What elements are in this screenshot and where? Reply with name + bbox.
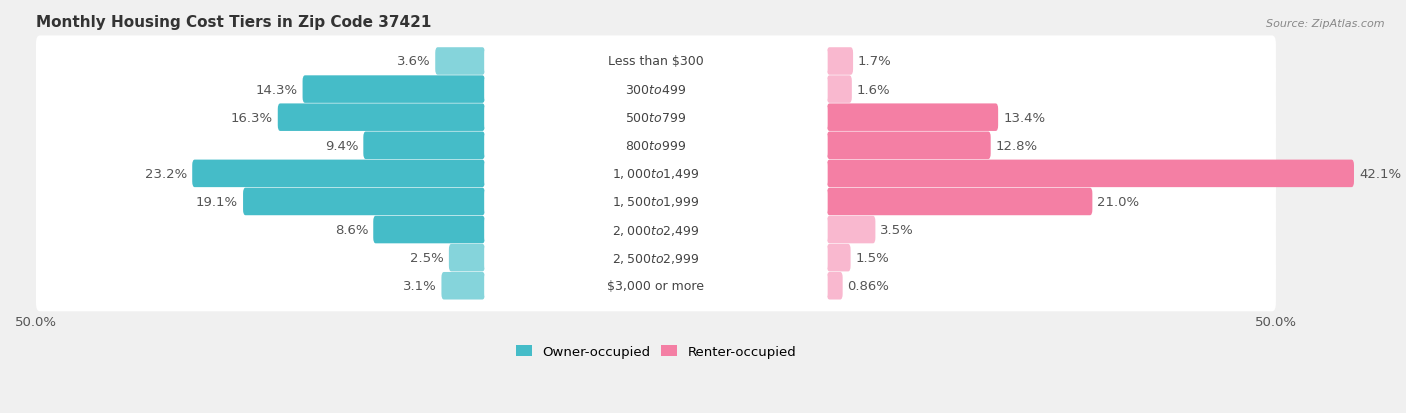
Text: $2,000 to $2,499: $2,000 to $2,499 bbox=[612, 223, 700, 237]
Legend: Owner-occupied, Renter-occupied: Owner-occupied, Renter-occupied bbox=[510, 339, 801, 363]
FancyBboxPatch shape bbox=[37, 233, 1275, 283]
FancyBboxPatch shape bbox=[827, 76, 852, 104]
FancyBboxPatch shape bbox=[827, 272, 842, 300]
FancyBboxPatch shape bbox=[484, 190, 828, 214]
FancyBboxPatch shape bbox=[193, 160, 485, 188]
FancyBboxPatch shape bbox=[484, 246, 828, 270]
FancyBboxPatch shape bbox=[484, 274, 828, 298]
FancyBboxPatch shape bbox=[484, 218, 828, 242]
Text: 9.4%: 9.4% bbox=[325, 140, 359, 152]
Text: $300 to $499: $300 to $499 bbox=[626, 83, 686, 96]
FancyBboxPatch shape bbox=[37, 176, 1275, 228]
FancyBboxPatch shape bbox=[363, 132, 485, 160]
Text: Monthly Housing Cost Tiers in Zip Code 37421: Monthly Housing Cost Tiers in Zip Code 3… bbox=[37, 15, 432, 30]
FancyBboxPatch shape bbox=[373, 216, 485, 244]
FancyBboxPatch shape bbox=[827, 132, 991, 160]
FancyBboxPatch shape bbox=[827, 48, 853, 76]
Text: 16.3%: 16.3% bbox=[231, 112, 273, 124]
Text: 0.86%: 0.86% bbox=[848, 280, 890, 292]
FancyBboxPatch shape bbox=[436, 48, 485, 76]
FancyBboxPatch shape bbox=[37, 148, 1275, 199]
Text: 12.8%: 12.8% bbox=[995, 140, 1038, 152]
FancyBboxPatch shape bbox=[827, 216, 876, 244]
Text: $1,000 to $1,499: $1,000 to $1,499 bbox=[612, 167, 700, 181]
FancyBboxPatch shape bbox=[827, 188, 1092, 216]
Text: $1,500 to $1,999: $1,500 to $1,999 bbox=[612, 195, 700, 209]
Text: 1.7%: 1.7% bbox=[858, 55, 891, 68]
FancyBboxPatch shape bbox=[441, 272, 485, 300]
FancyBboxPatch shape bbox=[827, 244, 851, 272]
Text: 13.4%: 13.4% bbox=[1002, 112, 1045, 124]
FancyBboxPatch shape bbox=[302, 76, 485, 104]
Text: $500 to $799: $500 to $799 bbox=[626, 112, 686, 124]
Text: $800 to $999: $800 to $999 bbox=[626, 140, 686, 152]
FancyBboxPatch shape bbox=[484, 50, 828, 74]
FancyBboxPatch shape bbox=[484, 106, 828, 130]
Text: Source: ZipAtlas.com: Source: ZipAtlas.com bbox=[1267, 19, 1385, 28]
Text: 3.1%: 3.1% bbox=[402, 280, 436, 292]
FancyBboxPatch shape bbox=[827, 160, 1354, 188]
Text: 19.1%: 19.1% bbox=[195, 195, 238, 209]
Text: $3,000 or more: $3,000 or more bbox=[607, 280, 704, 292]
Text: 2.5%: 2.5% bbox=[411, 252, 444, 264]
FancyBboxPatch shape bbox=[827, 104, 998, 132]
Text: 21.0%: 21.0% bbox=[1097, 195, 1139, 209]
Text: 23.2%: 23.2% bbox=[145, 167, 187, 180]
Text: 8.6%: 8.6% bbox=[335, 223, 368, 237]
FancyBboxPatch shape bbox=[484, 134, 828, 158]
FancyBboxPatch shape bbox=[37, 121, 1275, 171]
FancyBboxPatch shape bbox=[449, 244, 485, 272]
FancyBboxPatch shape bbox=[37, 261, 1275, 311]
Text: 42.1%: 42.1% bbox=[1360, 167, 1400, 180]
FancyBboxPatch shape bbox=[37, 93, 1275, 143]
FancyBboxPatch shape bbox=[484, 78, 828, 102]
Text: 3.6%: 3.6% bbox=[396, 55, 430, 68]
FancyBboxPatch shape bbox=[484, 162, 828, 186]
Text: Less than $300: Less than $300 bbox=[607, 55, 704, 68]
Text: 1.6%: 1.6% bbox=[856, 83, 890, 96]
FancyBboxPatch shape bbox=[37, 64, 1275, 115]
FancyBboxPatch shape bbox=[37, 36, 1275, 87]
Text: 14.3%: 14.3% bbox=[256, 83, 298, 96]
FancyBboxPatch shape bbox=[243, 188, 485, 216]
Text: 1.5%: 1.5% bbox=[856, 252, 890, 264]
Text: $2,500 to $2,999: $2,500 to $2,999 bbox=[612, 251, 700, 265]
FancyBboxPatch shape bbox=[37, 204, 1275, 256]
FancyBboxPatch shape bbox=[278, 104, 485, 132]
Text: 3.5%: 3.5% bbox=[880, 223, 914, 237]
